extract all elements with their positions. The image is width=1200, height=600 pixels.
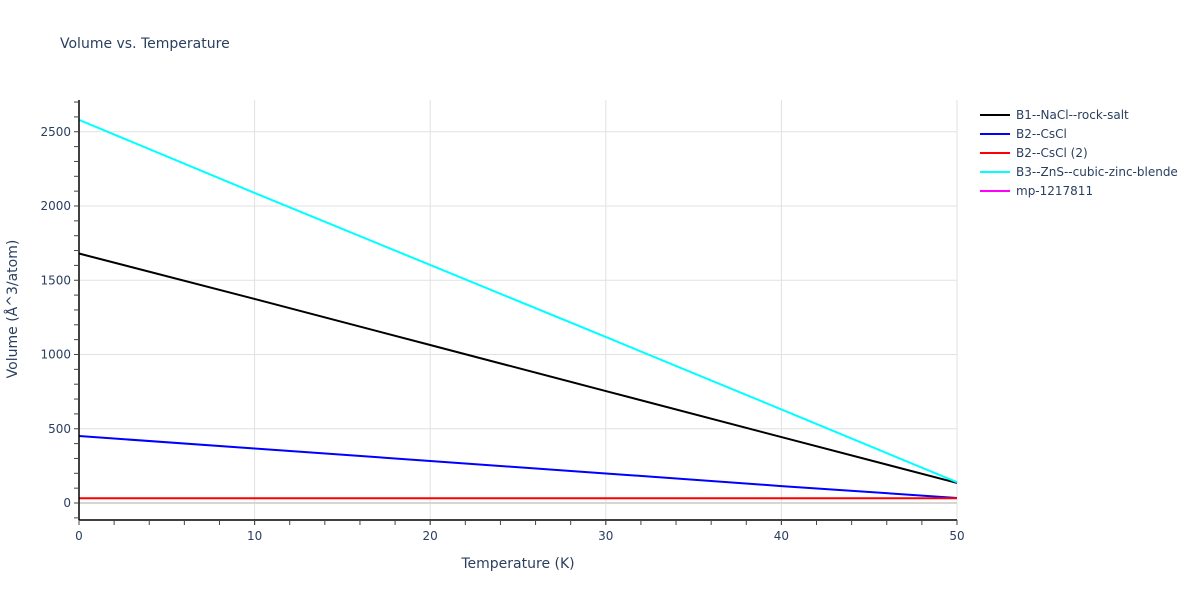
- y-tick-label: 1500: [40, 273, 71, 287]
- x-tick-label: 20: [423, 529, 438, 543]
- legend-swatch-icon: [980, 113, 1010, 116]
- x-tick-label: 40: [774, 529, 789, 543]
- x-tick-label: 0: [75, 529, 83, 543]
- x-tick-label: 10: [247, 529, 262, 543]
- y-tick-label: 1000: [40, 348, 71, 362]
- y-tick-label: 2000: [40, 199, 71, 213]
- legend-item[interactable]: B2--CsCl (2): [980, 143, 1178, 162]
- series-line[interactable]: [78, 252, 958, 484]
- legend-label: B1--NaCl--rock-salt: [1016, 107, 1129, 122]
- gridlines: [79, 100, 958, 520]
- legend: B1--NaCl--rock-salt B2--CsCl B2--CsCl (2) B…: [980, 105, 1178, 200]
- x-tick-label: 30: [598, 529, 613, 543]
- legend-swatch-icon: [980, 189, 1010, 192]
- y-tick-label: 2500: [40, 125, 71, 139]
- series-line[interactable]: [78, 435, 958, 499]
- y-tick-label: 500: [48, 422, 71, 436]
- y-axis-title: Volume (Å^3/atom): [4, 240, 21, 379]
- legend-label: B2--CsCl (2): [1016, 145, 1088, 160]
- x-tick-label: 50: [949, 529, 964, 543]
- series-line[interactable]: [78, 118, 958, 484]
- legend-item[interactable]: B2--CsCl: [980, 124, 1178, 143]
- legend-label: B2--CsCl: [1016, 126, 1067, 141]
- legend-item[interactable]: B3--ZnS--cubic-zinc-blende: [980, 162, 1178, 181]
- legend-item[interactable]: B1--NaCl--rock-salt: [980, 105, 1178, 124]
- chart-title: Volume vs. Temperature: [60, 36, 230, 52]
- legend-label: B3--ZnS--cubic-zinc-blende: [1016, 164, 1178, 179]
- legend-swatch-icon: [980, 151, 1010, 154]
- data-lines: [78, 118, 958, 500]
- legend-item[interactable]: mp-1217811: [980, 181, 1178, 200]
- y-tick-label: 0: [63, 496, 71, 510]
- legend-swatch-icon: [980, 132, 1010, 135]
- legend-swatch-icon: [980, 170, 1010, 173]
- legend-label: mp-1217811: [1016, 183, 1094, 198]
- x-axis-title: Temperature (K): [460, 556, 574, 572]
